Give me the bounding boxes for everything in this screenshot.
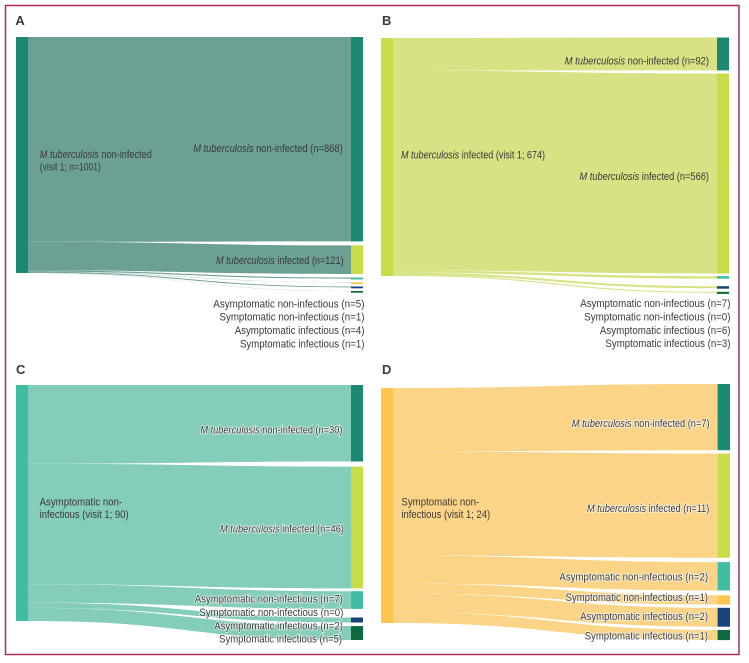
svg-text:Asymptomatic infectious (n=2): Asymptomatic infectious (n=2) bbox=[580, 611, 708, 623]
svg-text:Symptomatic non-infectious (n=: Symptomatic non-infectious (n=0) bbox=[584, 312, 730, 324]
svg-text:Asymptomatic infectious (n=6): Asymptomatic infectious (n=6) bbox=[600, 325, 731, 337]
svg-text:Asymptomatic non-infectious (n: Asymptomatic non-infectious (n=2) bbox=[559, 572, 708, 584]
svg-text:infectious (visit 1; 90): infectious (visit 1; 90) bbox=[40, 509, 129, 521]
svg-text:Symptomatic infectious (n=1): Symptomatic infectious (n=1) bbox=[240, 338, 365, 350]
svg-text:B: B bbox=[382, 13, 391, 28]
svg-text:Asymptomatic non-infectious (n: Asymptomatic non-infectious (n=7) bbox=[580, 298, 730, 310]
svg-text:Symptomatic infectious (n=1): Symptomatic infectious (n=1) bbox=[585, 630, 708, 642]
svg-text:Symptomatic non-infectious (n=: Symptomatic non-infectious (n=0) bbox=[199, 607, 343, 619]
svg-text:M tuberculosis non-infected: M tuberculosis non-infected bbox=[40, 149, 152, 161]
svg-text:infectious (visit 1; 24): infectious (visit 1; 24) bbox=[401, 509, 490, 521]
svg-text:M tuberculosis infected (n=46): M tuberculosis infected (n=46) bbox=[220, 524, 344, 536]
svg-text:Symptomatic non-infectious (n=: Symptomatic non-infectious (n=1) bbox=[566, 592, 708, 604]
svg-text:Asymptomatic non-: Asymptomatic non- bbox=[40, 497, 123, 509]
svg-text:Symptomatic infectious (n=3): Symptomatic infectious (n=3) bbox=[605, 338, 730, 350]
svg-text:(visit 1; n=1001): (visit 1; n=1001) bbox=[40, 162, 101, 174]
svg-text:M tuberculosis non-infected (n: M tuberculosis non-infected (n=868) bbox=[193, 143, 343, 155]
svg-text:Asymptomatic infectious (n=4): Asymptomatic infectious (n=4) bbox=[235, 325, 365, 337]
svg-text:C: C bbox=[16, 362, 26, 377]
svg-text:Asymptomatic non-infectious (n: Asymptomatic non-infectious (n=5) bbox=[213, 298, 364, 310]
svg-text:Symptomatic non-infectious (n=: Symptomatic non-infectious (n=1) bbox=[220, 312, 365, 324]
svg-text:M tuberculosis infected (visit: M tuberculosis infected (visit 1; 674) bbox=[401, 150, 545, 162]
svg-text:M tuberculosis infected (n=566: M tuberculosis infected (n=566) bbox=[580, 171, 710, 183]
svg-text:M tuberculosis infected (n=11): M tuberculosis infected (n=11) bbox=[587, 503, 709, 515]
svg-text:A: A bbox=[15, 13, 25, 28]
svg-text:M tuberculosis non-infected (n: M tuberculosis non-infected (n=92) bbox=[565, 55, 709, 67]
svg-text:Asymptomatic infectious (n=2): Asymptomatic infectious (n=2) bbox=[214, 620, 343, 632]
svg-text:Asymptomatic non-infectious (n: Asymptomatic non-infectious (n=7) bbox=[195, 594, 343, 606]
svg-text:Symptomatic non-: Symptomatic non- bbox=[401, 497, 479, 509]
svg-text:M tuberculosis infected (n=121: M tuberculosis infected (n=121) bbox=[216, 255, 344, 267]
svg-text:M tuberculosis non-infected (n: M tuberculosis non-infected (n=30) bbox=[200, 425, 342, 437]
svg-text:M tuberculosis non-infected (n: M tuberculosis non-infected (n=7) bbox=[572, 418, 710, 430]
svg-text:Symptomatic infectious (n=5): Symptomatic infectious (n=5) bbox=[219, 634, 342, 646]
svg-text:D: D bbox=[382, 362, 391, 377]
